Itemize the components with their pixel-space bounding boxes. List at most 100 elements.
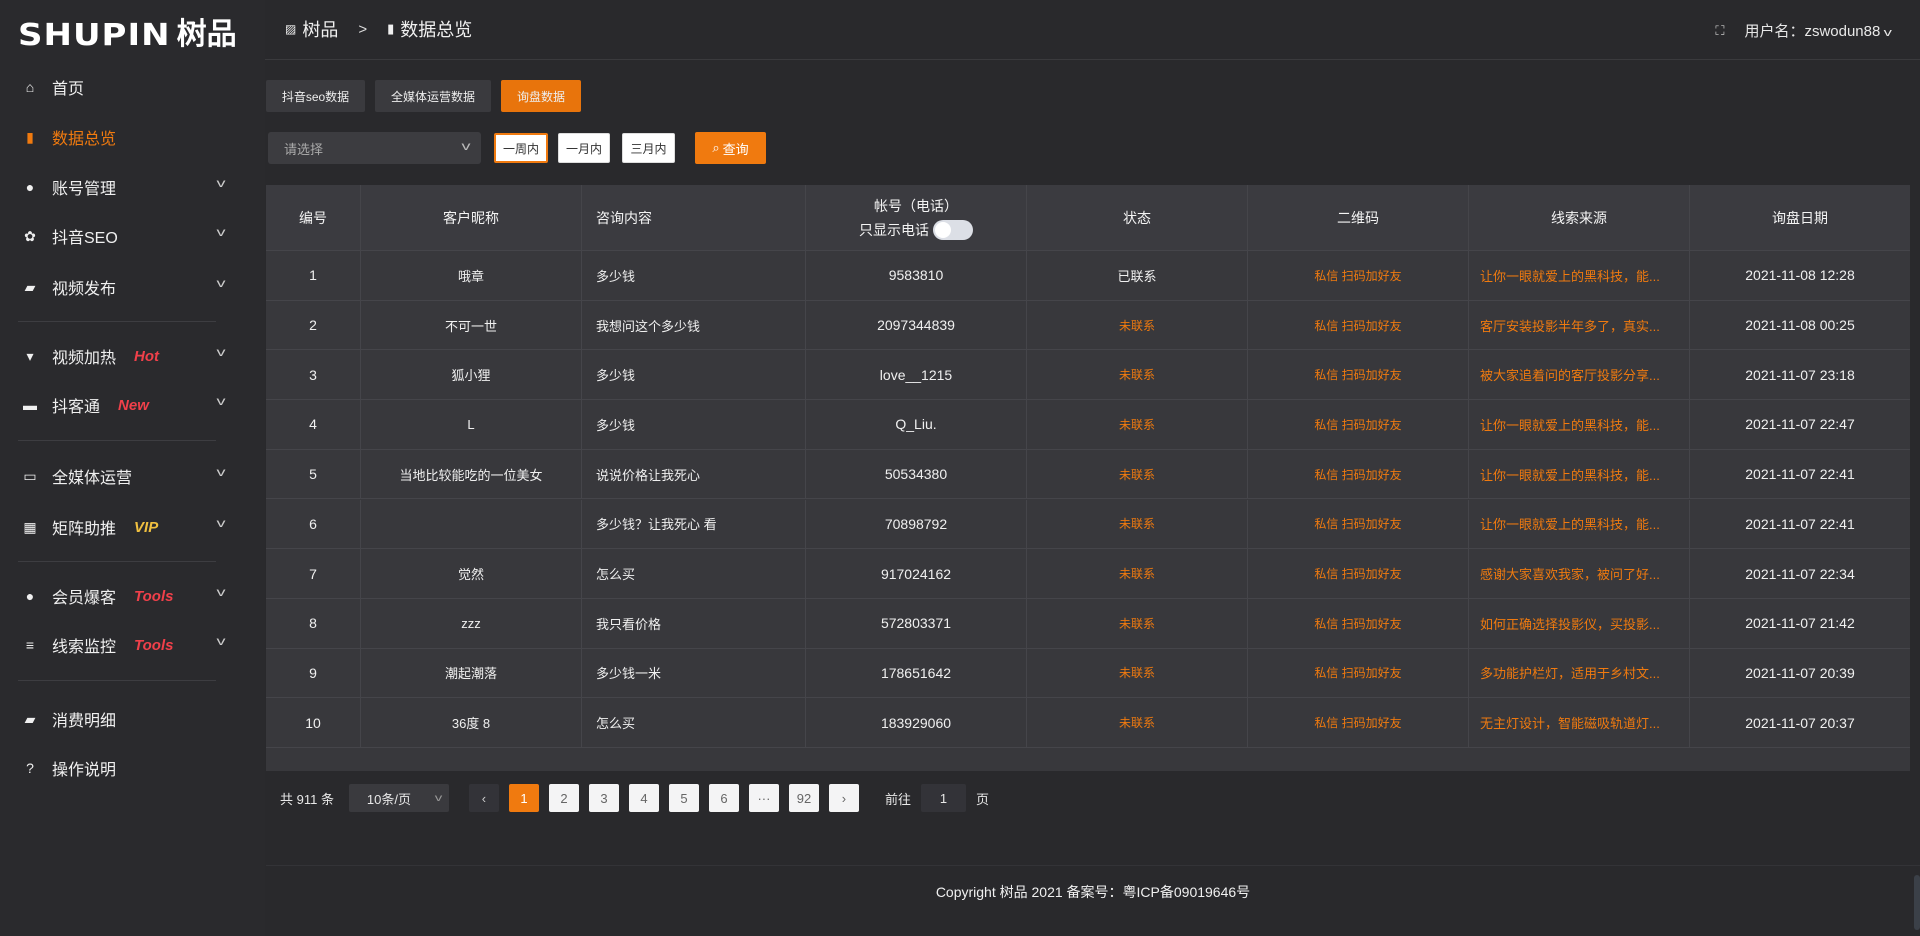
table-row: 10 36度 8 怎么买 183929060 未联系 私信 扫码加好友 无主灯设…: [266, 698, 1910, 748]
breadcrumb-separator: >: [358, 20, 368, 38]
next-page-button[interactable]: ›: [828, 784, 859, 812]
fullscreen-icon[interactable]: ⛶: [1715, 22, 1725, 38]
source-link[interactable]: 让你一眼就爱上的黑科技，能...: [1469, 449, 1690, 499]
goto-page-input[interactable]: 1: [920, 784, 966, 812]
chevron-down-icon: v: [216, 634, 226, 648]
chevron-down-icon: v: [216, 516, 226, 530]
sidebar-item-4[interactable]: ▰ 视频发布 v: [22, 272, 232, 302]
inquiry-table: 编号 客户昵称 咨询内容 帐号（电话） 只显示电话 状态 二维码 线索来源 询盘…: [266, 185, 1910, 771]
qrcode-link[interactable]: 私信 扫码加好友: [1248, 400, 1469, 449]
cell-content: 我只看价格: [582, 598, 806, 648]
cell-nickname: 哦章: [361, 251, 582, 300]
sidebar-item-10[interactable]: ≡ 线索监控 Tools v: [22, 630, 232, 660]
page-button[interactable]: 4: [628, 784, 659, 812]
qrcode-link[interactable]: 私信 扫码加好友: [1248, 251, 1469, 300]
page-size-select[interactable]: 10条/页 v: [348, 784, 449, 812]
source-link[interactable]: 让你一眼就爱上的黑科技，能...: [1469, 499, 1690, 549]
user-menu[interactable]: 用户名：zswodun88 v: [1744, 20, 1891, 41]
source-link[interactable]: 被大家追着问的客厅投影分享...: [1469, 350, 1690, 400]
logo[interactable]: SHUPIN 树品: [18, 14, 237, 52]
page-button[interactable]: 6: [708, 784, 739, 812]
page-button[interactable]: 5: [668, 784, 699, 812]
floating-widget[interactable]: [1914, 875, 1920, 930]
sidebar-item-label: 全媒体运营: [52, 470, 133, 487]
cell-content: 怎么买: [582, 698, 806, 747]
status-badge: 未联系: [1027, 598, 1248, 648]
source-link[interactable]: 感谢大家喜欢我家，被问了好...: [1469, 549, 1690, 598]
sidebar-item-3[interactable]: ✿ 抖音SEO v: [22, 221, 232, 251]
status-badge: 未联系: [1027, 300, 1248, 350]
source-link[interactable]: 如何正确选择投影仪，买投影...: [1469, 598, 1690, 648]
breadcrumb-root[interactable]: 树品: [302, 20, 339, 40]
col-account: 帐号（电话） 只显示电话: [806, 185, 1027, 250]
tab-inquiry-data[interactable]: 询盘数据: [501, 80, 581, 112]
query-button[interactable]: ⌕ 查询: [695, 132, 766, 164]
sidebar-divider: [18, 680, 216, 681]
breadcrumb-current: 数据总览: [400, 20, 473, 40]
status-badge: 未联系: [1027, 400, 1248, 449]
source-link[interactable]: 多功能护栏灯，适用于乡村文...: [1469, 648, 1690, 698]
cell-date: 2021-11-07 23:18: [1745, 366, 1855, 383]
page-button[interactable]: 2: [548, 784, 579, 812]
col-content: 咨询内容: [582, 185, 806, 250]
page-button[interactable]: ···: [748, 784, 779, 812]
cell-nickname: zzz: [361, 598, 582, 648]
sidebar-item-6[interactable]: ▬ 抖客通 New v: [22, 390, 232, 420]
cell-date: 2021-11-07 20:39: [1745, 664, 1855, 681]
sidebar-item-label: 抖音SEO: [52, 230, 118, 247]
qrcode-link[interactable]: 私信 扫码加好友: [1248, 549, 1469, 598]
table-row: 5 当地比较能吃的一位美女 说说价格让我死心 50534380 未联系 私信 扫…: [266, 449, 1910, 500]
qrcode-link[interactable]: 私信 扫码加好友: [1248, 499, 1469, 549]
sidebar-item-9[interactable]: ● 会员爆客 Tools v: [22, 581, 232, 611]
source-select[interactable]: 请选择 v: [268, 132, 481, 164]
status-badge: 未联系: [1027, 350, 1248, 400]
source-link[interactable]: 让你一眼就爱上的黑科技，能...: [1469, 400, 1690, 449]
cell-content: 多少钱一米: [582, 648, 806, 698]
prev-page-button[interactable]: ‹: [468, 784, 499, 812]
qrcode-link[interactable]: 私信 扫码加好友: [1248, 648, 1469, 698]
sidebar-item-5[interactable]: ▾ 视频加热 Hot v: [22, 341, 232, 371]
page-button[interactable]: 3: [588, 784, 619, 812]
sidebar-item-label: 矩阵助推: [52, 521, 117, 538]
table-row: 9 潮起潮落 多少钱一米 178651642 未联系 私信 扫码加好友 多功能护…: [266, 648, 1910, 699]
cell-id: 4: [266, 400, 361, 449]
tab-all-media-data[interactable]: 全媒体运营数据: [375, 80, 491, 112]
cell-date: 2021-11-07 22:41: [1745, 466, 1855, 483]
status-badge: 未联系: [1027, 449, 1248, 499]
qrcode-link[interactable]: 私信 扫码加好友: [1248, 300, 1469, 350]
sidebar-divider: [18, 561, 216, 562]
sidebar-item-11[interactable]: ▰ 消费明细: [22, 704, 232, 734]
cell-id: 5: [266, 449, 361, 499]
sidebar-item-2[interactable]: ● 账号管理 v: [22, 172, 232, 202]
sidebar-item-1[interactable]: ▮ 数据总览: [22, 122, 232, 152]
footer-divider: [266, 865, 1920, 866]
qrcode-link[interactable]: 私信 扫码加好友: [1248, 350, 1469, 400]
range-week-button[interactable]: 一周内: [494, 133, 548, 163]
qrcode-link[interactable]: 私信 扫码加好友: [1248, 598, 1469, 648]
logo-text-cn: 树品: [176, 18, 237, 51]
tab-douyin-seo-data[interactable]: 抖音seo数据: [266, 80, 365, 112]
source-link[interactable]: 让你一眼就爱上的黑科技，能...: [1469, 251, 1690, 300]
select-placeholder: 请选择: [284, 141, 324, 157]
cell-account: 183929060: [806, 698, 1027, 747]
cell-id: 6: [266, 499, 361, 549]
phone-only-toggle[interactable]: [933, 219, 973, 240]
sidebar-item-7[interactable]: ▭ 全媒体运营 v: [22, 461, 232, 491]
qrcode-link[interactable]: 私信 扫码加好友: [1248, 698, 1469, 747]
range-3month-button[interactable]: 三月内: [622, 133, 675, 163]
sidebar-item-0[interactable]: ⌂ 首页: [22, 72, 232, 102]
chevron-down-icon: v: [216, 345, 226, 359]
source-link[interactable]: 客厅安装投影半年多了，真实...: [1469, 300, 1690, 350]
sidebar-item-8[interactable]: ▦ 矩阵助推 VIP v: [22, 512, 232, 542]
chevron-right-icon: ›: [841, 790, 847, 806]
page-button[interactable]: 92: [788, 784, 819, 812]
sidebar-badge: New: [118, 396, 149, 414]
cell-nickname: 觉然: [361, 549, 582, 598]
page-button[interactable]: 1: [508, 784, 539, 812]
sidebar-item-12[interactable]: ? 操作说明: [22, 753, 232, 783]
col-nickname: 客户昵称: [361, 185, 582, 250]
range-month-button[interactable]: 一月内: [558, 133, 610, 163]
source-link[interactable]: 无主灯设计，智能磁吸轨道灯...: [1469, 698, 1690, 747]
qrcode-link[interactable]: 私信 扫码加好友: [1248, 449, 1469, 499]
grid-icon: ▦: [23, 518, 37, 535]
